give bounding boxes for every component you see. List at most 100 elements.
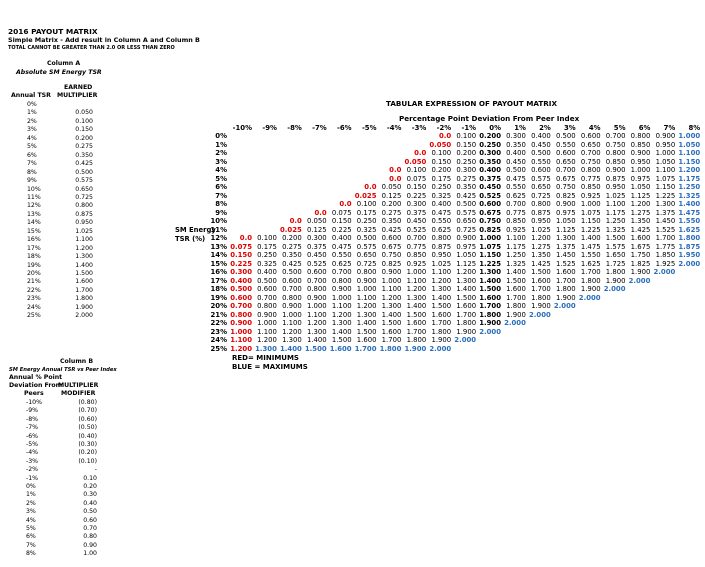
- matrix-cell: 0.275: [456, 174, 477, 183]
- matrix-col-header: 1%: [514, 124, 526, 132]
- matrix-cell: 1.850: [655, 251, 676, 259]
- matrix-col-header: -8%: [287, 124, 302, 132]
- column-b-deviation-cell: -3%: [26, 457, 39, 465]
- page-title: 2016 PAYOUT MATRIX: [8, 27, 98, 36]
- matrix-cell: 1.050: [630, 183, 651, 191]
- column-b-deviation-cell: -7%: [26, 424, 39, 432]
- column-a-tsr-cell: 8%: [27, 168, 37, 176]
- matrix-cell: 2.000: [479, 327, 501, 336]
- matrix-cell: 1.075: [479, 242, 501, 251]
- column-a-multiplier-cell: 0.200: [75, 134, 93, 142]
- matrix-cell: 0.200: [282, 234, 302, 242]
- matrix-row-header: 8%: [215, 200, 227, 208]
- matrix-cell: 1.300: [255, 344, 277, 353]
- matrix-row-header: 6%: [215, 183, 227, 191]
- matrix-cell: 1.150: [655, 183, 676, 191]
- matrix-cell: 0.900: [282, 302, 302, 310]
- matrix-cell: 1.750: [630, 251, 651, 259]
- matrix-cell: 0.050: [429, 140, 452, 149]
- matrix-cell: 0.225: [406, 191, 427, 200]
- matrix-cell: 0.850: [605, 157, 626, 166]
- legend-blue: BLUE = MAXIMUMS: [232, 363, 308, 371]
- matrix-cell: 0.125: [306, 225, 327, 234]
- matrix-cell: 1.100: [381, 285, 402, 293]
- matrix-cell: 1.600: [406, 319, 427, 327]
- matrix-cell: 0.400: [431, 200, 452, 208]
- matrix-cell: 1.100: [331, 302, 352, 310]
- matrix-cell: 1.800: [506, 302, 526, 310]
- matrix-cell: 1.625: [580, 259, 601, 268]
- matrix-cell: 1.000: [381, 276, 402, 285]
- matrix-cell: 1.100: [655, 166, 676, 174]
- matrix-cell: 1.000: [306, 302, 327, 310]
- matrix-cell: 1.125: [630, 191, 651, 200]
- matrix-cell: 1.900: [431, 336, 452, 344]
- matrix-cell: 0.0: [314, 208, 327, 217]
- matrix-cell: 0.300: [230, 268, 252, 276]
- column-b-modifier-cell: 0.50: [83, 508, 97, 516]
- matrix-cell: 1.650: [605, 251, 626, 259]
- column-b-subtitle: SM Energy Annual TSR vs Peer Index: [9, 367, 117, 373]
- column-a-multiplier-cell: 1.100: [75, 236, 93, 244]
- matrix-row-header: 25%: [210, 344, 228, 353]
- column-b-deviation-cell: -6%: [26, 432, 39, 440]
- column-b-header-modifier: MODIFIER: [61, 390, 96, 397]
- column-a-tsr-cell: 4%: [27, 134, 37, 142]
- matrix-cell: 0.900: [306, 293, 327, 302]
- matrix-cell: 0.300: [306, 234, 327, 242]
- column-b-modifier-cell: (0.50): [78, 424, 97, 432]
- matrix-cell: 1.300: [655, 200, 676, 208]
- matrix-cell: 0.075: [230, 242, 252, 251]
- matrix-cell: 1.500: [605, 234, 626, 242]
- matrix-row-header: 24%: [210, 336, 228, 344]
- column-b-modifier-cell: (0.10): [78, 457, 97, 465]
- column-a-multiplier-cell: 1.800: [75, 295, 93, 303]
- matrix-cell: 1.500: [506, 276, 526, 285]
- matrix-cell: 0.900: [456, 234, 477, 242]
- matrix-cell: 0.375: [406, 208, 427, 217]
- matrix-cell: 0.300: [406, 200, 427, 208]
- matrix-cell: 1.475: [580, 242, 601, 251]
- column-a-tsr-cell: 9%: [27, 177, 37, 185]
- matrix-cell: 2.000: [578, 293, 601, 302]
- column-a-tsr-cell: 1%: [27, 109, 37, 117]
- matrix-cell: 0.225: [230, 259, 252, 268]
- matrix-cell: 1.425: [630, 225, 651, 234]
- matrix-cell: 1.600: [431, 310, 452, 319]
- column-b-modifier-cell: 0.30: [83, 491, 97, 499]
- matrix-cell: 0.550: [531, 157, 551, 166]
- matrix-cell: 0.375: [306, 242, 327, 251]
- column-b-header-annual: Annual % Point: [9, 374, 63, 381]
- column-a-multiplier-cell: 1.500: [75, 270, 93, 277]
- column-a-tsr-cell: 10%: [27, 185, 41, 193]
- matrix-cell: 0.400: [531, 132, 551, 140]
- matrix-cell: 1.125: [456, 259, 477, 268]
- matrix-cell: 1.475: [678, 208, 701, 217]
- column-a-multiplier-cell: 1.400: [75, 261, 93, 269]
- matrix-cell: 0.850: [580, 183, 601, 191]
- matrix-cell: 0.550: [506, 183, 526, 191]
- matrix-cell: 0.950: [431, 251, 452, 259]
- matrix-row-header: 10%: [210, 217, 228, 225]
- matrix-col-header: 6%: [638, 124, 651, 132]
- column-b-deviation-cell: -1%: [26, 474, 39, 482]
- matrix-row-header: 1%: [215, 140, 227, 149]
- matrix-cell: 0.0: [414, 149, 427, 157]
- matrix-row-title-1: SM Energy: [175, 226, 216, 234]
- matrix-cell: 0.650: [555, 157, 576, 166]
- matrix-cell: 1.425: [531, 259, 551, 268]
- matrix-cell: 0.250: [431, 183, 452, 191]
- matrix-row-header: 11%: [210, 225, 228, 234]
- matrix-cell: 1.025: [431, 259, 452, 268]
- column-a-tsr-cell: 13%: [27, 210, 41, 218]
- page-note: TOTAL CANNOT BE GREATER THAN 2.0 OR LESS…: [8, 45, 175, 51]
- matrix-cell: 1.000: [331, 293, 352, 302]
- matrix-cell: 1.125: [555, 225, 576, 234]
- matrix-cell: 0.150: [456, 140, 477, 149]
- matrix-cell: 0.625: [506, 191, 526, 200]
- matrix-cell: 1.700: [381, 336, 402, 344]
- matrix-cell: 1.200: [630, 200, 651, 208]
- matrix-cell: 1.600: [479, 293, 501, 302]
- column-a-multiplier-cell: 0.875: [75, 210, 93, 218]
- matrix-cell: 0.950: [655, 140, 676, 149]
